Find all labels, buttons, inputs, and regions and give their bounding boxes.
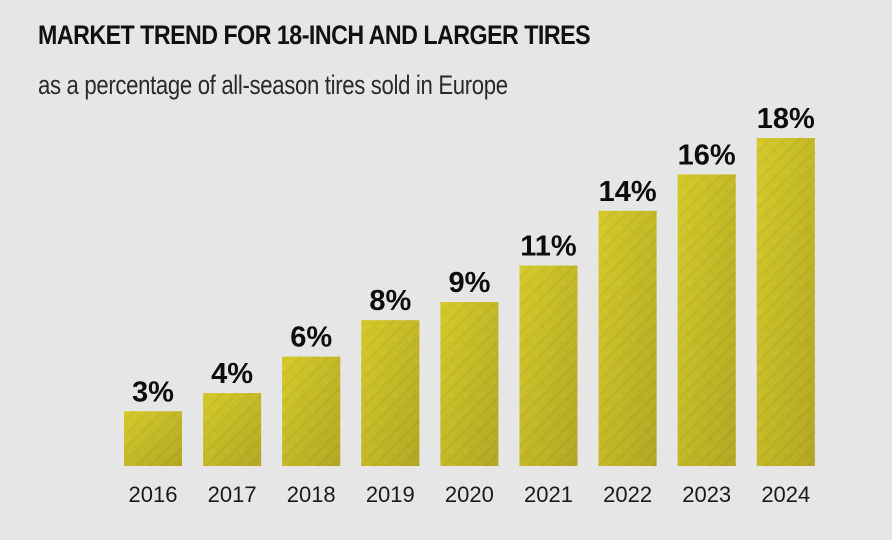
bar-shade-2018	[282, 356, 341, 466]
chart-subtitle: as a percentage of all-season tires sold…	[38, 70, 508, 100]
year-labels-group: 2016 2017 2018 2019 2020 2021 2022 2023 2024	[129, 482, 811, 507]
bar-shade-2024	[756, 138, 815, 466]
value-label-2021: 11%	[520, 231, 577, 263]
value-labels-group: 3% 4% 6% 8% 9% 11% 14% 16% 18%	[132, 103, 815, 408]
bar-shade-2023	[677, 174, 736, 466]
year-label-2018: 2018	[287, 482, 336, 507]
bar-shade-2020	[440, 302, 499, 466]
year-label-2016: 2016	[129, 482, 178, 507]
year-label-2020: 2020	[445, 482, 494, 507]
bars-group	[124, 138, 815, 466]
year-label-2024: 2024	[761, 482, 810, 507]
chart-title: MARKET TREND FOR 18-INCH AND LARGER TIRE…	[38, 20, 591, 50]
year-label-2023: 2023	[682, 482, 731, 507]
year-label-2019: 2019	[366, 482, 415, 507]
year-label-2021: 2021	[524, 482, 573, 507]
bar-shade-2019	[361, 320, 420, 466]
bar-shade-2016	[124, 411, 182, 466]
value-label-2017: 4%	[211, 358, 253, 390]
value-label-2016: 3%	[132, 376, 174, 408]
year-label-2017: 2017	[208, 482, 257, 507]
bar-shade-2022	[598, 210, 657, 466]
bar-shade-2021	[519, 265, 578, 466]
value-label-2019: 8%	[369, 285, 411, 317]
value-label-2018: 6%	[290, 322, 332, 354]
bar-shade-2017	[203, 393, 262, 466]
year-label-2022: 2022	[603, 482, 652, 507]
value-label-2022: 14%	[599, 176, 657, 208]
value-label-2023: 16%	[678, 139, 736, 171]
value-label-2024: 18%	[757, 103, 815, 135]
value-label-2020: 9%	[448, 267, 490, 299]
